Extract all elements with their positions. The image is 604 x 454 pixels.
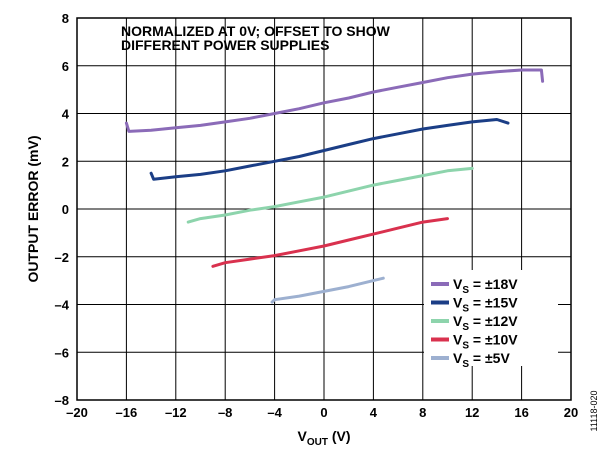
- x-tick-label: 8: [419, 405, 426, 420]
- legend-label: VS = ±15V: [453, 295, 518, 315]
- x-tick-label: 20: [564, 405, 578, 420]
- legend-label: VS = ±12V: [453, 313, 518, 333]
- legend-label: VS = ±10V: [453, 332, 518, 352]
- y-axis-title: OUTPUT ERROR (mV): [25, 136, 41, 283]
- y-tick-label: –4: [55, 298, 70, 313]
- x-tick-label: 4: [370, 405, 378, 420]
- x-tick-label: –8: [218, 405, 232, 420]
- y-tick-label: 8: [62, 11, 69, 26]
- legend-label: VS = ±18V: [453, 276, 518, 296]
- x-tick-label: –4: [267, 405, 282, 420]
- y-tick-label: 4: [62, 107, 70, 122]
- x-tick-label: –20: [66, 405, 88, 420]
- y-tick-label: –6: [55, 345, 69, 360]
- legend-label: VS = ±5V: [453, 350, 510, 370]
- series-group: [124, 68, 545, 304]
- x-tick-label: 0: [320, 405, 327, 420]
- x-tick-label: 12: [465, 405, 479, 420]
- annotation-line: NORMALIZED AT 0V; OFFSET TO SHOW: [121, 23, 391, 39]
- x-axis-title: VOUT (V): [297, 428, 350, 448]
- annotation-line: DIFFERENT POWER SUPPLIES: [121, 37, 329, 53]
- y-tick-label: 0: [62, 202, 69, 217]
- x-tick-label: –16: [116, 405, 138, 420]
- series-line: [270, 276, 385, 304]
- x-tick-label: 16: [514, 405, 528, 420]
- series-line: [211, 217, 449, 268]
- figure-id: 11118-020: [589, 390, 599, 431]
- series-line: [186, 166, 474, 224]
- series-line: [124, 68, 545, 133]
- plot-frame: [76, 17, 572, 401]
- y-tick-label: –8: [55, 393, 69, 408]
- y-tick-label: 6: [62, 59, 69, 74]
- series-line: [149, 118, 510, 181]
- y-tick-label: 2: [62, 154, 69, 169]
- axis-titles: VOUT (V) OUTPUT ERROR (mV) 11118-020: [25, 136, 599, 449]
- annotation: NORMALIZED AT 0V; OFFSET TO SHOWDIFFEREN…: [121, 23, 391, 53]
- x-tick-label: –12: [165, 405, 187, 420]
- y-tick-label: –2: [55, 250, 69, 265]
